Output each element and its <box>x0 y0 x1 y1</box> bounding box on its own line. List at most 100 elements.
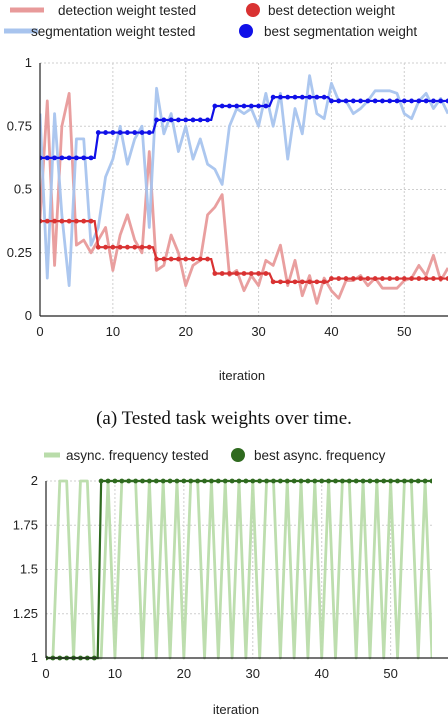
top-series-best-segmentation-weight-point <box>183 117 189 123</box>
top-series-best-detection-weight-point <box>176 256 181 262</box>
top-y-tick-label: 0 <box>25 308 32 323</box>
top-series-best-detection-weight-point <box>314 279 320 285</box>
top-series-best-segmentation-weight-point <box>219 103 225 109</box>
bottom-series-best-async-frequency-point <box>284 478 290 484</box>
top-series-best-detection-weight-point <box>183 256 189 262</box>
legend-label-best-async: best async. frequency <box>254 448 386 463</box>
bottom-series-best-async-frequency-point <box>381 478 387 484</box>
top-series-best-detection-weight-point <box>234 271 240 276</box>
top-series-best-segmentation-weight-point <box>227 103 232 109</box>
legend-bottom: async. frequency tested best async. freq… <box>44 448 386 463</box>
top-series-best-segmentation-weight-point <box>168 117 174 123</box>
legend-label-detection-tested: detection weight tested <box>58 3 196 18</box>
bottom-series-best-async-frequency-point <box>333 478 338 484</box>
bottom-series-best-async-frequency-point <box>374 478 380 484</box>
bottom-y-tick-label: 1.5 <box>20 562 38 577</box>
bottom-series-best-async-frequency-point <box>236 478 242 484</box>
top-series-best-detection-weight-point <box>358 276 363 281</box>
top-y-tick-label: 0.5 <box>14 182 32 197</box>
top-series-best-segmentation-weight-point <box>256 103 261 109</box>
bottom-series-best-async-frequency-point <box>119 478 125 484</box>
top-series-best-segmentation-weight-point <box>336 98 342 104</box>
top-series-best-detection-weight-point <box>88 218 94 224</box>
legend-top: detection weight tested best detection w… <box>4 3 417 39</box>
bottom-series-best-async-frequency-point <box>98 478 104 484</box>
top-series-best-segmentation-weight-point <box>307 94 312 100</box>
bottom-series-best-async-frequency-point <box>257 478 263 484</box>
top-y-tick-label: 0.25 <box>7 245 32 260</box>
x-axis-label-bottom: iteration <box>213 702 259 714</box>
top-series-best-detection-weight-point <box>161 256 167 262</box>
top-series-best-detection-weight-point <box>103 244 108 250</box>
top-series-best-segmentation-weight-point <box>285 94 291 100</box>
top-series-best-segmentation-weight-point <box>103 130 108 135</box>
top-series-best-segmentation-weight-point <box>44 155 50 161</box>
bottom-y-tick-label: 2 <box>31 473 38 488</box>
top-series-best-detection-weight-point <box>431 276 436 281</box>
bottom-x-tick-label: 0 <box>42 666 49 681</box>
bottom-series-best-async-frequency-point <box>271 478 276 484</box>
top-series-best-detection-weight-point <box>423 276 429 281</box>
top-series-best-detection-weight-point <box>197 256 203 262</box>
bottom-series-best-async-frequency-point <box>312 478 318 484</box>
top-series-best-detection-weight-point <box>409 276 414 281</box>
top-series-best-detection-weight-point <box>212 271 218 276</box>
bottom-series-best-async-frequency-point <box>140 478 145 484</box>
top-series-best-detection-weight-point <box>139 244 145 250</box>
bottom-series-best-async-frequency-point <box>160 478 166 484</box>
top-series-best-detection-weight-point <box>125 244 130 250</box>
top-series-best-segmentation-weight-point <box>88 155 94 161</box>
top-x-tick-label: 50 <box>397 324 411 339</box>
bottom-series-best-async-frequency-point <box>209 478 214 484</box>
bottom-series-best-async-frequency-point <box>222 478 228 484</box>
top-x-tick-label: 0 <box>36 324 43 339</box>
bottom-series-best-async-frequency-point <box>402 478 407 484</box>
top-series-best-segmentation-weight-point <box>394 98 400 104</box>
bottom-series-best-async-frequency-point <box>346 478 352 484</box>
top-series-best-segmentation-weight-point <box>176 117 181 123</box>
top-series-best-detection-weight-point <box>372 276 378 281</box>
bottom-series-best-async-frequency-point <box>415 478 421 484</box>
top-series-best-detection-weight-point <box>227 271 232 276</box>
bottom-x-tick-label: 30 <box>246 666 260 681</box>
top-series-best-detection-weight-point <box>74 218 79 224</box>
bottom-x-tick-label: 40 <box>314 666 328 681</box>
top-series-best-segmentation-weight-point <box>292 94 298 100</box>
bottom-y-tick-label: 1.75 <box>13 517 38 532</box>
top-series-best-segmentation-weight-point <box>343 98 349 104</box>
top-series-best-segmentation-weight-point <box>59 155 65 161</box>
top-series-best-segmentation-weight-point <box>416 98 422 104</box>
bottom-series-best-async-frequency-point <box>277 478 283 484</box>
bottom-series-best-async-frequency-point <box>146 478 152 484</box>
bottom-x-tick-label: 20 <box>177 666 191 681</box>
top-series-best-segmentation-weight-point <box>205 117 210 123</box>
top-series-best-segmentation-weight-point <box>212 103 218 109</box>
top-series-best-segmentation-weight-point <box>248 103 254 109</box>
top-series-best-segmentation-weight-point <box>365 98 371 104</box>
top-series-best-segmentation-weight-point <box>66 155 72 161</box>
top-series-best-detection-weight-point <box>380 276 385 281</box>
top-series-best-detection-weight-point <box>110 244 116 250</box>
bottom-series-best-async-frequency-point <box>326 478 332 484</box>
top-series-best-segmentation-weight-point <box>146 130 152 135</box>
top-series-best-segmentation-weight-point <box>241 103 247 109</box>
top-series-best-segmentation-weight-point <box>329 98 334 104</box>
top-series-best-segmentation-weight-line <box>40 96 448 159</box>
top-series-best-segmentation-weight-point <box>431 98 436 104</box>
top-series-best-segmentation-weight-point <box>278 94 283 100</box>
top-series-best-segmentation-weight-point <box>81 155 87 161</box>
top-series-best-detection-weight-point <box>365 276 371 281</box>
bottom-x-tick-label: 10 <box>108 666 122 681</box>
chart-top: detection weight tested best detection w… <box>4 3 448 429</box>
bottom-series-best-async-frequency-point <box>167 478 173 484</box>
top-series-best-segmentation-weight-point <box>154 117 159 123</box>
top-series-best-segmentation-weight-point <box>314 94 320 100</box>
bottom-series-best-async-frequency-point <box>264 478 269 484</box>
top-series-best-detection-weight-point <box>299 279 305 285</box>
caption-top: (a) Tested task weights over time. <box>96 408 352 429</box>
top-series-best-segmentation-weight-point <box>270 94 276 100</box>
bottom-series-best-async-frequency-point <box>195 478 201 484</box>
top-series-best-detection-weight-point <box>241 271 247 276</box>
top-series-best-detection-weight-point <box>438 276 444 281</box>
